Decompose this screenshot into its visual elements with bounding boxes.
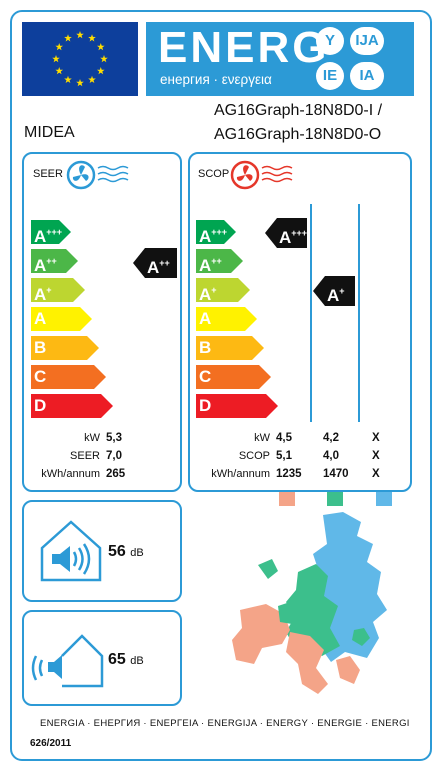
scop-row-value: 4,2 xyxy=(323,432,339,444)
eu-star-icon xyxy=(100,55,108,63)
europe-map-icon xyxy=(228,510,398,705)
zone-swatch-colder xyxy=(376,492,392,506)
scop-row-label: kWh/annum xyxy=(211,468,270,480)
scale-bar: A xyxy=(31,307,92,331)
seer-row-value: 7,0 xyxy=(106,450,122,462)
scale-bar: A+ xyxy=(196,278,250,302)
eu-star-icon xyxy=(88,75,96,84)
scale-bar: A+ xyxy=(31,278,85,302)
indoor-noise-number: 56 xyxy=(108,543,126,560)
eu-star-icon xyxy=(96,67,105,75)
scop-row-value: 1235 xyxy=(276,468,302,480)
lang-badge: Y xyxy=(316,27,344,55)
seer-row-label: SEER xyxy=(70,450,100,462)
lang-badge: IE xyxy=(316,62,344,90)
energy-word: ENERG xyxy=(158,23,330,72)
outdoor-noise-value: 65 dB xyxy=(108,651,144,669)
eu-star-icon xyxy=(55,67,64,75)
outdoor-noise-panel xyxy=(22,610,182,706)
energy-label xyxy=(10,10,432,761)
scop-row-value: 5,1 xyxy=(276,450,292,462)
scop-title: SCOP xyxy=(198,168,230,180)
column-divider xyxy=(358,204,360,422)
zone-swatch-average xyxy=(327,492,343,506)
footer-languages: ENERGIA · ЕНЕРГИЯ · ΕΝΕΡΓΕΙΑ · ENERGIJA … xyxy=(40,718,410,729)
seer-row-value: 5,3 xyxy=(106,432,122,444)
cooling-panel xyxy=(22,152,182,492)
scop-row-value: 1470 xyxy=(323,468,349,480)
scop-row-value: X xyxy=(372,432,380,444)
model-line-2: AG16Graph-18N8D0-O xyxy=(214,126,382,143)
energy-subtitle: енергия · ενεργεια xyxy=(160,72,272,87)
energy-header: ENERG енергия · ενεργεια Y IJA IE IA xyxy=(146,22,414,96)
brand-name: MIDEA xyxy=(24,124,75,141)
scop-row-label: kW xyxy=(254,432,270,444)
scop-row-value: X xyxy=(372,450,380,462)
lang-badge: IJA xyxy=(350,27,384,55)
outdoor-noise-number: 65 xyxy=(108,651,126,668)
indoor-noise-icon xyxy=(38,518,104,589)
fan-cooling-icon xyxy=(66,160,138,195)
fan-heating-icon xyxy=(230,160,302,195)
scop-row-value: X xyxy=(372,468,380,480)
eu-star-icon xyxy=(64,34,72,42)
scale-bar: D xyxy=(31,394,113,418)
eu-star-icon xyxy=(88,34,96,42)
scale-bar: B xyxy=(31,336,99,360)
scale-bar: A xyxy=(196,307,257,331)
scale-bar: C xyxy=(196,365,271,389)
seer-row-label: kW xyxy=(84,432,100,444)
indoor-noise-panel xyxy=(22,500,182,602)
indoor-noise-value: 56 dB xyxy=(108,543,144,561)
eu-star-icon xyxy=(76,79,84,87)
lang-badge: IA xyxy=(350,62,384,90)
eu-flag-icon xyxy=(22,22,138,96)
heating-panel xyxy=(188,152,412,492)
outdoor-noise-unit: dB xyxy=(130,655,144,667)
seer-row-label: kWh/annum xyxy=(41,468,100,480)
regulation-number: 626/2011 xyxy=(30,738,72,749)
eu-star-icon xyxy=(55,43,64,51)
scale-bar: D xyxy=(196,394,278,418)
scop-row-value: 4,0 xyxy=(323,450,339,462)
seer-title: SEER xyxy=(33,168,63,180)
scop-row-value: 4,5 xyxy=(276,432,292,444)
eu-star-icon xyxy=(64,75,72,84)
outdoor-noise-icon xyxy=(30,626,106,697)
seer-row-value: 265 xyxy=(106,468,126,480)
indoor-noise-unit: dB xyxy=(130,547,144,559)
scale-bar: B xyxy=(196,336,264,360)
zone-swatch-warm xyxy=(279,492,295,506)
scale-bar: C xyxy=(31,365,106,389)
column-divider xyxy=(310,204,312,422)
scop-row-label: SCOP xyxy=(238,450,270,462)
eu-star-icon xyxy=(76,31,84,39)
eu-star-icon xyxy=(96,43,105,51)
eu-star-icon xyxy=(52,55,60,63)
model-line-1: AG16Graph-18N8D0-I / xyxy=(214,102,383,119)
